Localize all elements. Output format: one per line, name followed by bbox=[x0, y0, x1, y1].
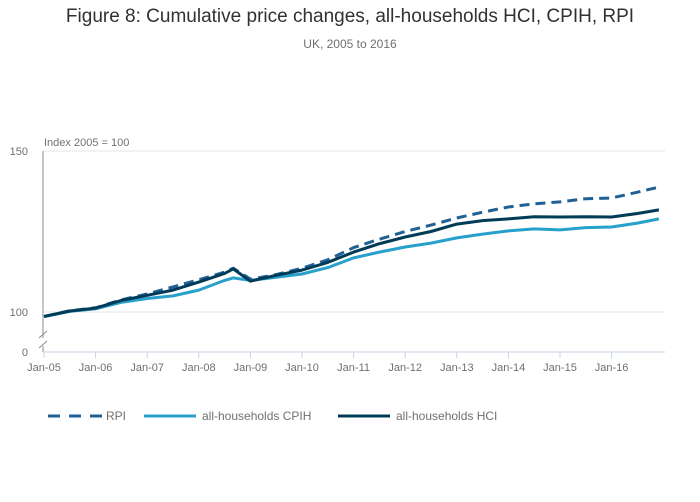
x-tick-label: Jan-15 bbox=[543, 362, 577, 374]
chart-subtitle: UK, 2005 to 2016 bbox=[303, 37, 397, 51]
axis-break-mark bbox=[38, 340, 48, 349]
x-tick-label: Jan-08 bbox=[182, 362, 216, 374]
x-tick-label: Jan-13 bbox=[440, 362, 474, 374]
series-line-rpi bbox=[43, 185, 660, 318]
x-tick-label: Jan-16 bbox=[595, 362, 629, 374]
axis-break-mark bbox=[38, 330, 48, 339]
legend-label-all-households-cpih: all-households CPIH bbox=[202, 409, 311, 423]
series-line-all-households-hci bbox=[43, 208, 660, 318]
x-tick-label: Jan-09 bbox=[234, 362, 268, 374]
y-tick-label: 0 bbox=[22, 347, 28, 359]
series-line-all-households-cpih bbox=[43, 217, 660, 318]
legend-label-rpi: RPI bbox=[106, 409, 126, 423]
x-tick-label: Jan-14 bbox=[492, 362, 526, 374]
x-tick-label: Jan-12 bbox=[388, 362, 422, 374]
x-tick-label: Jan-06 bbox=[79, 362, 113, 374]
x-tick-label: Jan-11 bbox=[337, 362, 370, 374]
y-axis-label: Index 2005 = 100 bbox=[44, 137, 129, 149]
y-tick-label: 150 bbox=[10, 146, 28, 158]
legend-label-all-households-hci: all-households HCI bbox=[396, 409, 497, 423]
y-tick-label: 100 bbox=[10, 307, 28, 319]
x-tick-label: Jan-10 bbox=[285, 362, 319, 374]
x-tick-label: Jan-07 bbox=[130, 362, 164, 374]
x-tick-label: Jan-05 bbox=[27, 362, 61, 374]
chart-title: Figure 8: Cumulative price changes, all-… bbox=[65, 6, 635, 27]
